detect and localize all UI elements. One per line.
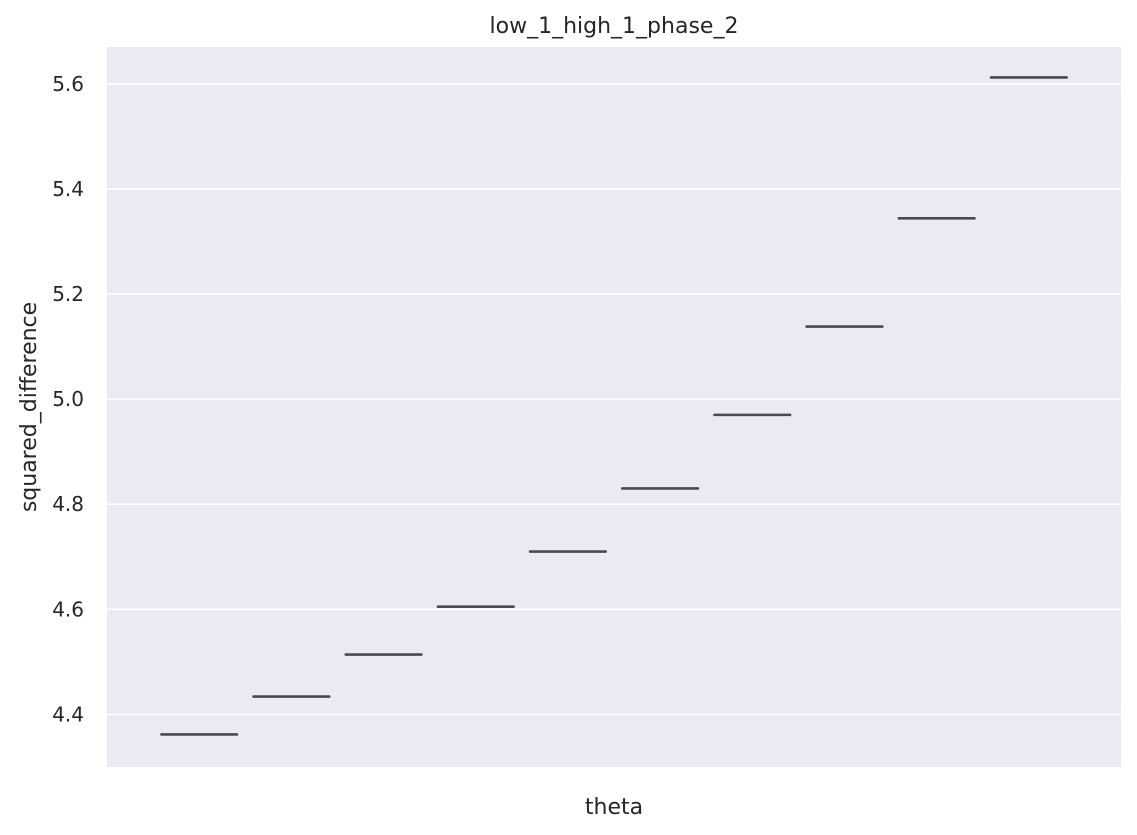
y-tick-label: 4.6 bbox=[52, 597, 84, 621]
y-tick-label: 5.0 bbox=[52, 387, 84, 411]
box-series bbox=[160, 76, 1068, 736]
y-axis-ticks: 4.4 4.6 4.8 5.0 5.2 5.4 5.6 bbox=[52, 72, 84, 727]
y-tick-label: 5.6 bbox=[52, 72, 84, 96]
y-tick-label: 4.4 bbox=[52, 702, 84, 726]
x-axis-label: theta bbox=[585, 795, 643, 820]
y-tick-label: 5.4 bbox=[52, 177, 84, 201]
plot-area bbox=[107, 47, 1121, 767]
y-tick-label: 4.8 bbox=[52, 492, 84, 516]
chart-title: low_1_high_1_phase_2 bbox=[490, 14, 739, 39]
grid-lines bbox=[107, 82, 1121, 716]
y-tick-label: 5.2 bbox=[52, 282, 84, 306]
y-axis-label: squared_difference bbox=[17, 302, 42, 512]
